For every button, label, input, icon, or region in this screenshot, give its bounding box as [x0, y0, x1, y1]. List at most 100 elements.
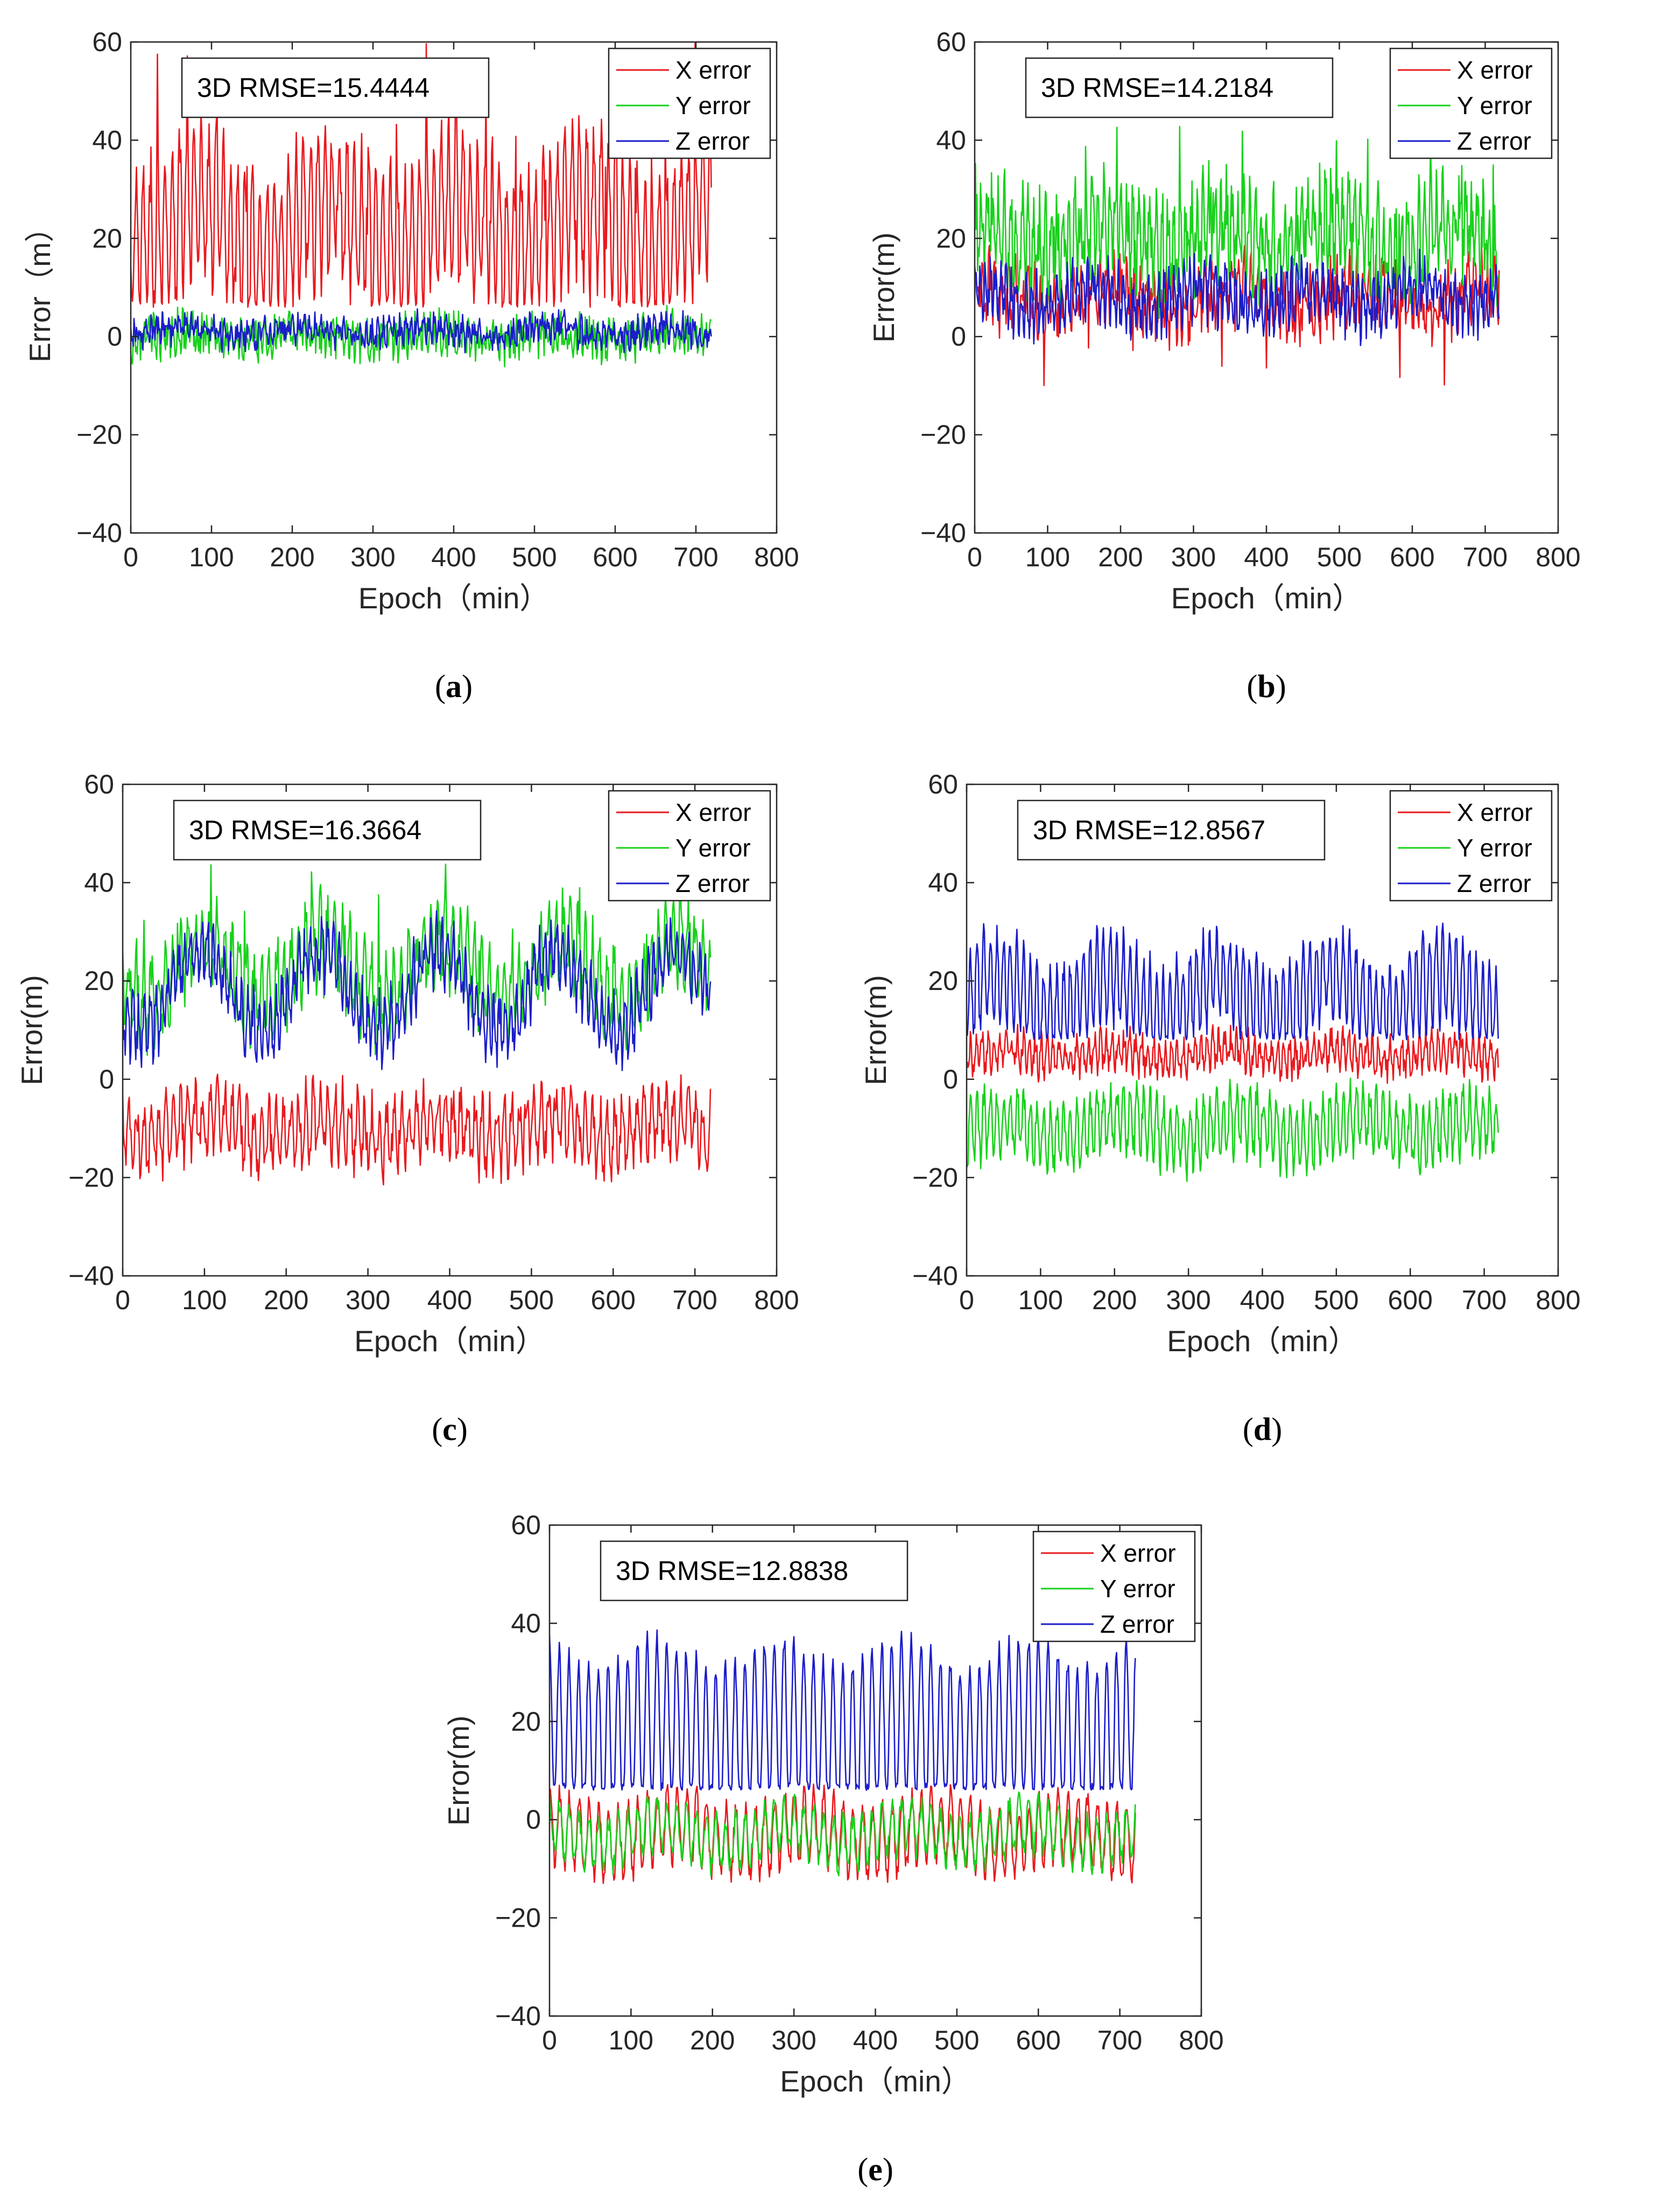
- series-group: [550, 1629, 1136, 1884]
- x-axis-title: Epoch（min）: [358, 581, 550, 615]
- legend-label: X error: [1457, 56, 1533, 84]
- y-tick-label: −20: [76, 420, 122, 450]
- panel-label-open: (: [1247, 669, 1257, 704]
- legend-label: X error: [1100, 1539, 1176, 1567]
- x-tick-label: 600: [1016, 2025, 1061, 2055]
- y-axis-title: Error(m): [859, 975, 892, 1085]
- x-tick-label: 0: [959, 1285, 974, 1315]
- x-tick-label: 400: [431, 542, 476, 572]
- series-line-x-error: [123, 1073, 712, 1186]
- y-tick-label: −20: [912, 1162, 958, 1192]
- y-tick-label: −20: [495, 1903, 541, 1933]
- x-tick-label: 0: [123, 542, 138, 572]
- legend: X error Y error Z error: [1032, 1530, 1196, 1642]
- x-tick-label: 800: [754, 1285, 799, 1315]
- legend-label: Z error: [1100, 1610, 1174, 1638]
- panel-label: (e): [857, 2152, 893, 2187]
- x-tick-label: 700: [673, 542, 718, 572]
- legend-label: X error: [675, 798, 751, 826]
- x-tick-label: 300: [350, 542, 395, 572]
- panel-label-letter: c: [442, 1412, 457, 1447]
- y-tick-label: 60: [511, 1510, 541, 1540]
- series-line-z-error: [123, 910, 712, 1071]
- y-tick-label: −20: [920, 420, 966, 450]
- x-tick-label: 500: [934, 2025, 979, 2055]
- x-tick-label: 200: [1092, 1285, 1137, 1315]
- x-axis-title: Epoch（min）: [354, 1324, 545, 1358]
- y-tick-label: −40: [68, 1261, 114, 1291]
- x-tick-label: 200: [270, 542, 314, 572]
- panel-label-close: ): [462, 669, 473, 704]
- legend-label: Z error: [1457, 127, 1531, 155]
- x-tick-label: 700: [672, 1285, 717, 1315]
- legend-label: Z error: [675, 869, 750, 897]
- x-tick-label: 400: [1240, 1285, 1285, 1315]
- x-tick-label: 800: [1536, 1285, 1580, 1315]
- y-tick-label: 20: [92, 223, 122, 254]
- legend-label: X error: [675, 56, 751, 84]
- series-line-z-error: [967, 922, 1499, 1041]
- x-tick-label: 400: [853, 2025, 898, 2055]
- legend-box: [1389, 47, 1553, 159]
- series-group: [123, 862, 712, 1186]
- panel-label-letter: d: [1254, 1412, 1271, 1447]
- panel-label-open: (: [1243, 1412, 1254, 1447]
- x-tick-label: 400: [427, 1285, 472, 1315]
- y-axis-title: Error（m）: [23, 213, 57, 362]
- rmse-annotation-box: [1025, 57, 1334, 118]
- y-tick-label: 20: [928, 966, 958, 996]
- x-tick-label: 500: [509, 1285, 554, 1315]
- x-tick-label: 400: [1244, 542, 1288, 572]
- panel-label-open: (: [435, 669, 446, 704]
- legend-label: Z error: [1457, 869, 1531, 897]
- rmse-annotation-box: [181, 57, 490, 118]
- panel-label: (a): [435, 669, 473, 704]
- x-tick-label: 600: [593, 542, 637, 572]
- x-axis-title: Epoch（min）: [1171, 581, 1362, 615]
- x-tick-label: 500: [512, 542, 557, 572]
- legend-label: Y error: [1457, 92, 1532, 120]
- y-tick-label: −20: [68, 1162, 114, 1192]
- legend-box: [1389, 790, 1553, 902]
- y-tick-label: −40: [495, 2001, 541, 2031]
- series-group: [967, 922, 1499, 1182]
- rmse-annotation: 3D RMSE=12.8567: [1033, 815, 1265, 845]
- rmse-annotation: 3D RMSE=15.4444: [197, 73, 429, 103]
- legend: X error Y error Z error: [608, 47, 771, 159]
- legend-label: Y error: [1100, 1575, 1175, 1603]
- legend-box: [1032, 1530, 1196, 1642]
- y-tick-label: 60: [928, 769, 958, 799]
- panel-label-close: ): [883, 2152, 893, 2187]
- legend: X error Y error Z error: [608, 790, 771, 902]
- legend: X error Y error Z error: [1389, 790, 1553, 902]
- x-tick-label: 300: [1171, 542, 1216, 572]
- y-axis-title: Error(m): [442, 1716, 475, 1826]
- y-tick-label: 60: [92, 27, 122, 57]
- x-tick-label: 800: [1536, 542, 1580, 572]
- series-line-y-error: [550, 1791, 1136, 1877]
- x-tick-label: 300: [1166, 1285, 1210, 1315]
- y-tick-label: 20: [84, 966, 114, 996]
- panel-label-open: (: [432, 1412, 442, 1447]
- y-axis-title: Error(m): [15, 975, 48, 1085]
- x-tick-label: 500: [1314, 1285, 1358, 1315]
- panel-label: (d): [1243, 1412, 1282, 1447]
- y-tick-label: 60: [84, 769, 114, 799]
- series-line-y-error: [967, 1077, 1499, 1182]
- chart-panel-e: 0 100 200 300 400 500 600 700 800 −40 −20 0 20 40 60 Ep…: [442, 1510, 1224, 2187]
- x-tick-label: 200: [690, 2025, 735, 2055]
- legend-label: Y error: [1457, 834, 1532, 862]
- rmse-annotation: 3D RMSE=14.2184: [1041, 73, 1273, 103]
- rmse-annotation: 3D RMSE=12.8838: [616, 1556, 848, 1586]
- y-tick-label: 40: [936, 125, 966, 155]
- x-tick-label: 200: [264, 1285, 308, 1315]
- panel-label-open: (: [857, 2152, 868, 2187]
- x-tick-label: 500: [1317, 542, 1362, 572]
- panel-label: (c): [432, 1412, 468, 1447]
- series-group: [131, 43, 712, 368]
- x-tick-label: 600: [591, 1285, 636, 1315]
- x-tick-label: 100: [1025, 542, 1070, 572]
- x-tick-label: 300: [771, 2025, 816, 2055]
- panel-label: (b): [1247, 669, 1286, 704]
- panel-label-close: ): [1271, 1412, 1282, 1447]
